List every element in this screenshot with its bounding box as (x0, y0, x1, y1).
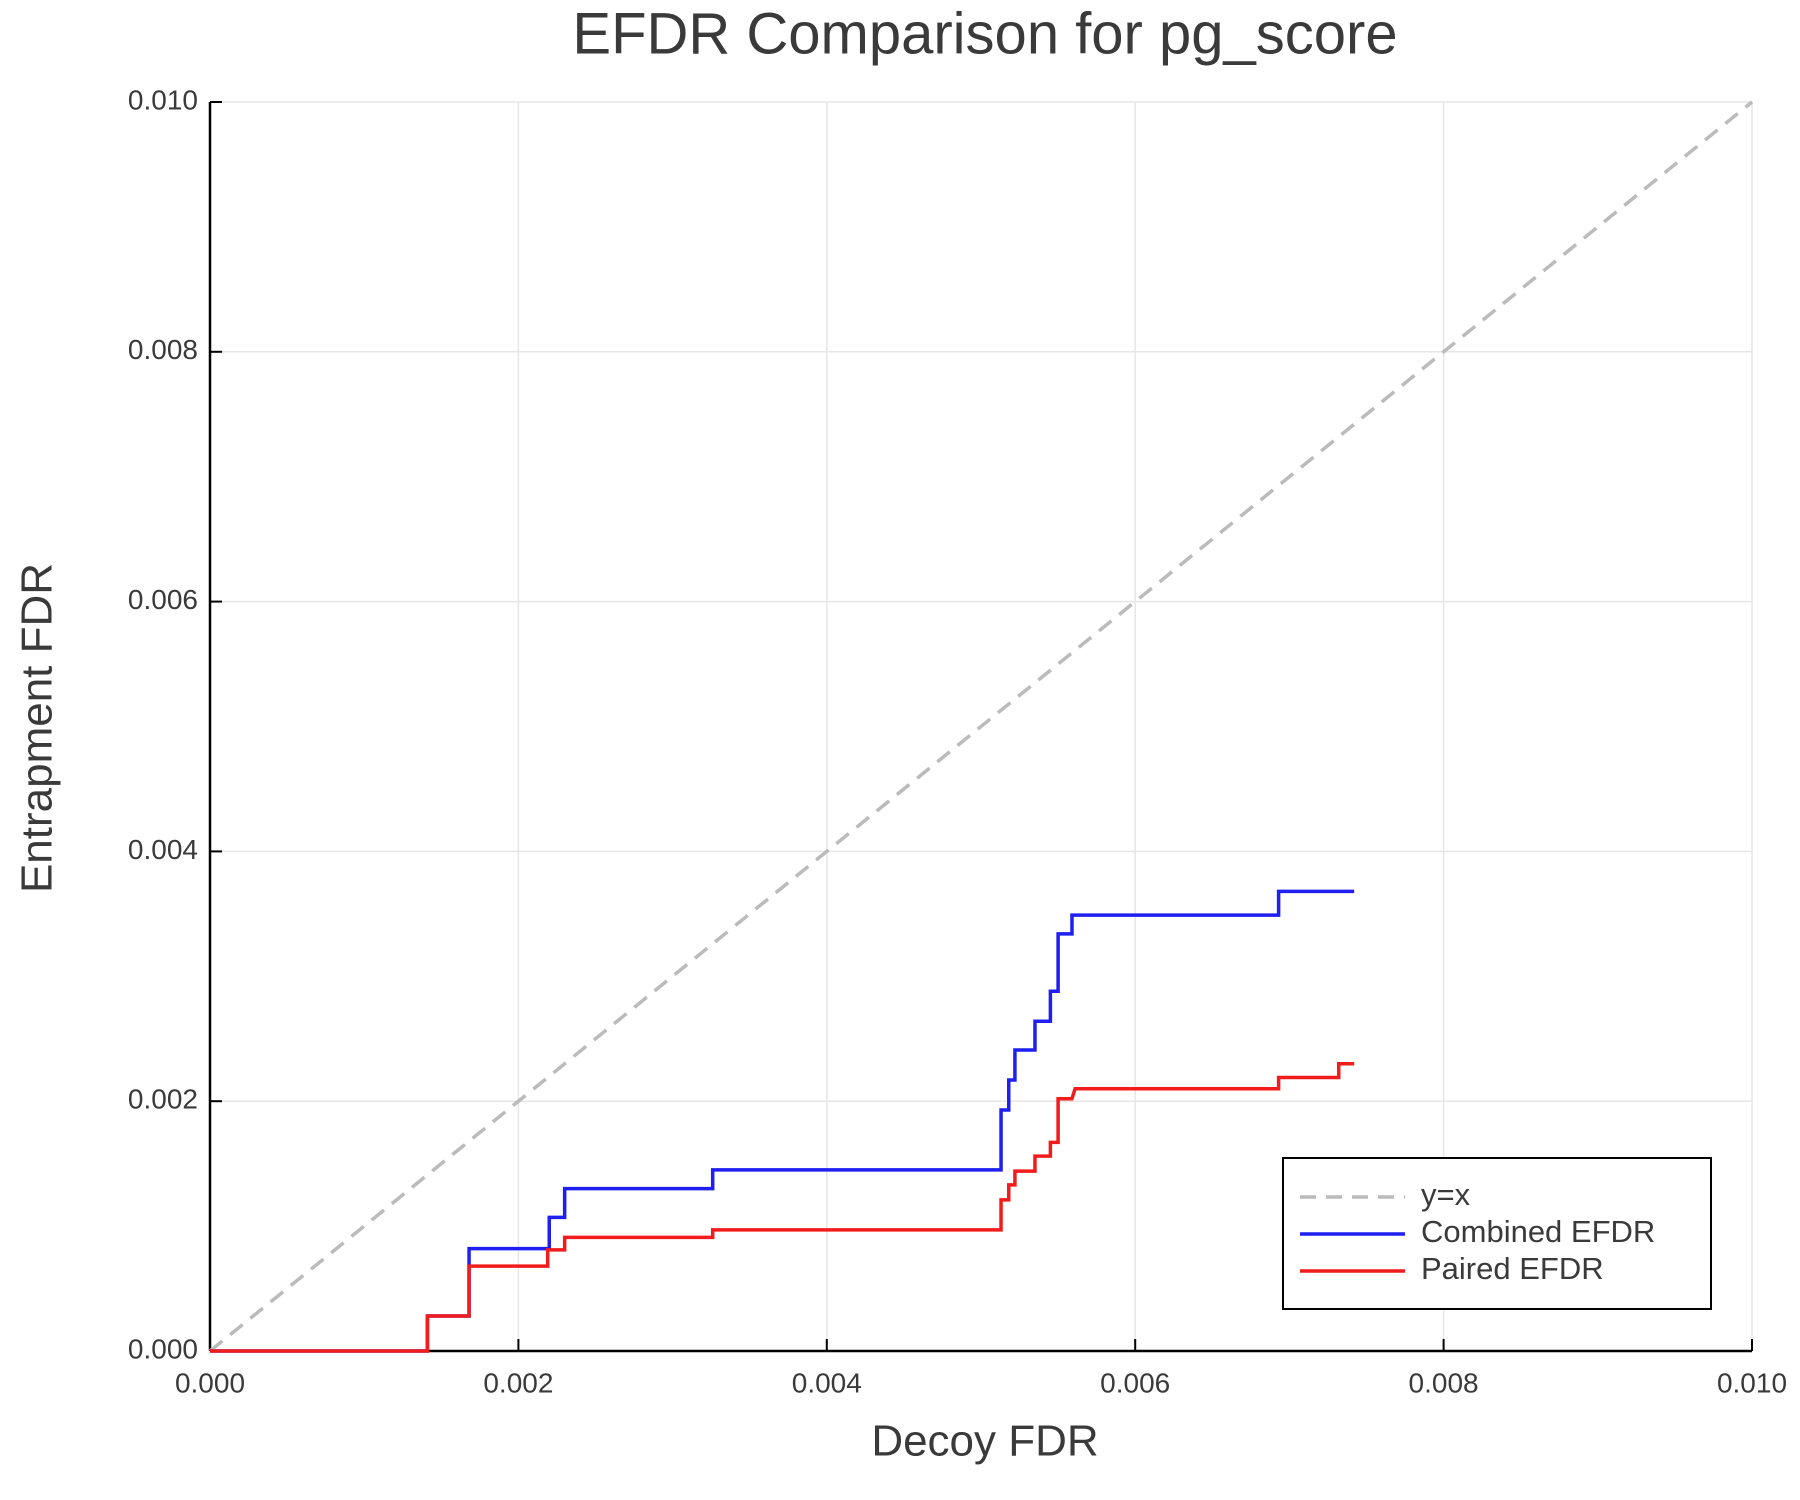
y-tick-label: 0.002 (128, 1084, 198, 1115)
x-tick-label: 0.004 (792, 1367, 862, 1398)
y-tick-label: 0.008 (128, 334, 198, 365)
y-tick-label: 0.000 (128, 1333, 198, 1364)
legend-label: Paired EFDR (1421, 1251, 1604, 1286)
y-tick-label: 0.010 (128, 84, 198, 115)
x-tick-label: 0.002 (483, 1367, 553, 1398)
y-tick-label: 0.004 (128, 834, 198, 865)
series-line (208, 100, 1754, 1353)
x-tick-label: 0.000 (175, 1367, 245, 1398)
x-tick-label: 0.010 (1717, 1367, 1787, 1398)
legend-label: Combined EFDR (1421, 1214, 1655, 1249)
x-axis-label: Decoy FDR (871, 1417, 1098, 1466)
chart-title: EFDR Comparison for pg_score (572, 1, 1397, 66)
x-tick-label: 0.008 (1409, 1367, 1479, 1398)
y-axis-label: Entrapment FDR (13, 563, 62, 893)
series-line (210, 889, 1355, 1353)
legend-label: y=x (1421, 1177, 1471, 1212)
series-line (210, 1061, 1355, 1353)
y-tick-label: 0.006 (128, 584, 198, 615)
x-tick-label: 0.006 (1100, 1367, 1170, 1398)
